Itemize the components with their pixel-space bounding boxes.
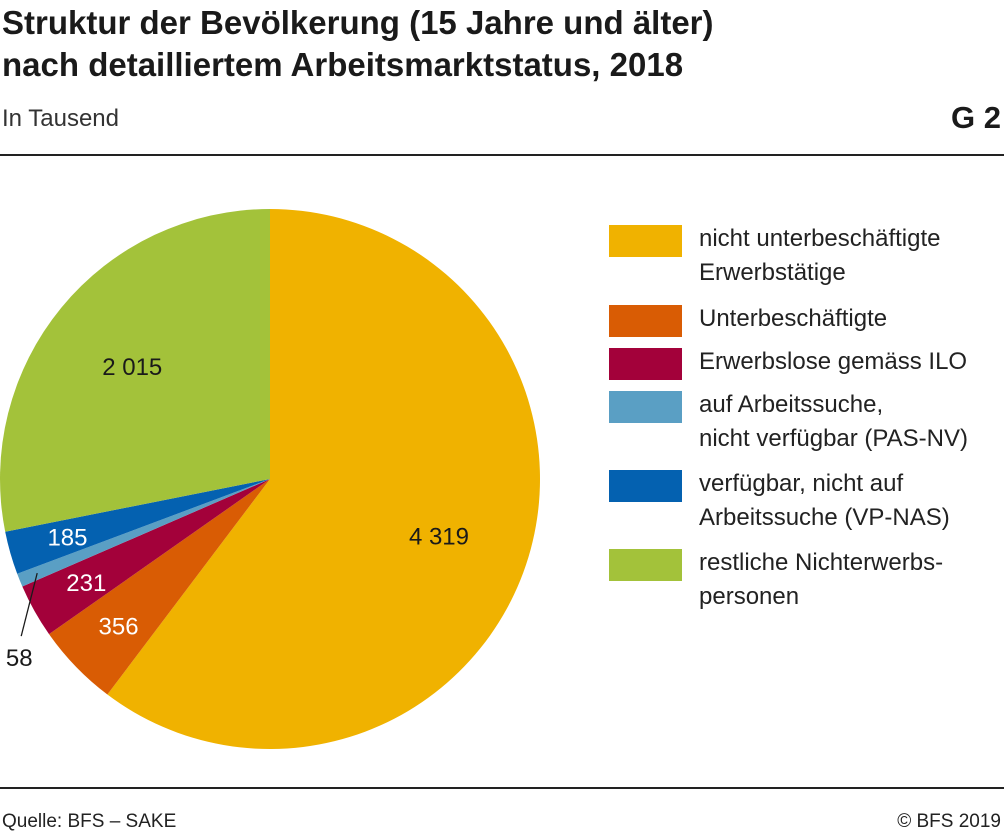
pie-slice-erwerbslose-gemass-ilo — [22, 479, 270, 635]
legend-label: nicht unterbeschäftigte Erwerbstätige — [699, 222, 1007, 290]
legend-label: Erwerbslose gemäss ILO — [699, 345, 1007, 379]
data-label-restliche-nichterwerbspersonen: 2 015 — [102, 354, 162, 381]
leader-line-auf-arbeitssuche-nicht-verfugbar-pas-nv — [20, 572, 38, 637]
data-label-nicht-unterbeschaftigte-erwerbstatige: 4 319 — [409, 524, 469, 551]
legend-label-line: Unterbeschäftigte — [699, 305, 888, 332]
pie-slice-unterbeschaftigte — [49, 479, 271, 695]
data-label-erwerbslose-gemass-ilo: 231 — [66, 570, 106, 597]
legend-label-line: auf Arbeitssuche, — [699, 391, 884, 418]
legend-label: Unterbeschäftigte — [699, 302, 1007, 336]
legend-swatch — [609, 305, 682, 337]
legend-label-line: Erwerbslose gemäss ILO — [699, 348, 968, 375]
legend-label-line: Erwerbstätige — [699, 259, 846, 286]
legend-swatch — [609, 470, 682, 502]
legend-swatch — [609, 225, 682, 257]
legend-label-line: nicht verfügbar (PAS-NV) — [699, 425, 968, 452]
pie-slice-verfugbar-nicht-auf-arbeitssuche-vp-nas — [5, 479, 270, 574]
data-label-verfugbar-nicht-auf-arbeitssuche-vp-nas: 185 — [47, 525, 87, 552]
legend-swatch — [609, 391, 682, 423]
legend-label-line: personen — [699, 583, 800, 610]
header-divider — [0, 154, 1004, 156]
pie-slice-auf-arbeitssuche-nicht-verfugbar-pas-nv — [17, 479, 270, 587]
chart-title-line-1: Struktur der Bevölkerung (15 Jahre und ä… — [2, 4, 714, 41]
legend-label-line: restliche Nichterwerbs- — [699, 549, 944, 576]
legend-label: auf Arbeitssuche, nicht verfügbar (PAS-NV… — [699, 388, 1007, 456]
legend-swatch — [609, 348, 682, 380]
legend-label-line: verfügbar, nicht auf — [699, 470, 904, 497]
pie-slice-nicht-unterbeschaftigte-erwerbstatige — [107, 209, 540, 749]
legend-label-line: Arbeitssuche (VP-NAS) — [699, 504, 950, 531]
chart-title: Struktur der Bevölkerung (15 Jahre und ä… — [2, 2, 932, 86]
legend-label: restliche Nichterwerbs-personen — [699, 546, 1007, 614]
chart-subtitle: In Tausend — [2, 105, 119, 132]
figure-id: G 2 — [951, 100, 1001, 135]
footer-divider — [0, 787, 1004, 789]
chart-title-line-2: nach detailliertem Arbeitsmarktstatus, 2… — [2, 46, 684, 83]
legend-swatch — [609, 549, 682, 581]
legend-label: verfügbar, nicht auf Arbeitssuche (VP-NAS… — [699, 467, 1007, 535]
data-label-auf-arbeitssuche-nicht-verfugbar-pas-nv: 58 — [6, 645, 33, 672]
pie-slice-restliche-nichterwerbspersonen — [0, 209, 270, 532]
copyright-note: © BFS 2019 — [897, 811, 1001, 832]
legend-label-line: nicht unterbeschäftigte — [699, 225, 941, 252]
data-label-unterbeschaftigte: 356 — [99, 613, 139, 640]
pie-chart: 4 319 356 231 58 185 2 015 — [0, 209, 540, 749]
source-note: Quelle: BFS – SAKE — [2, 811, 177, 832]
